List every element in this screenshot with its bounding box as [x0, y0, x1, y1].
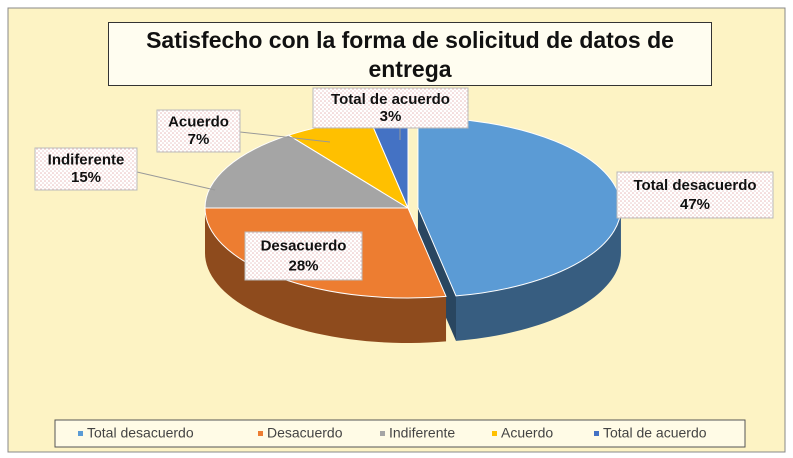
legend-label: Total de acuerdo	[603, 425, 707, 441]
legend-box	[54, 419, 746, 448]
legend-marker	[492, 431, 497, 436]
data-label-name: Indiferente	[48, 152, 125, 169]
legend-marker	[380, 431, 385, 436]
data-label-box	[156, 109, 241, 153]
legend-label: Indiferente	[389, 425, 455, 441]
data-label-value: 47%	[680, 196, 710, 213]
data-label-name: Total de acuerdo	[331, 91, 450, 108]
legend-marker	[594, 431, 599, 436]
leader-line	[136, 171, 216, 191]
data-label-box	[34, 147, 138, 191]
slice	[204, 134, 410, 209]
data-label-box	[244, 231, 363, 281]
data-label-box	[616, 171, 774, 219]
legend-label: Desacuerdo	[267, 425, 343, 441]
legend-label: Acuerdo	[501, 425, 553, 441]
legend-marker	[258, 431, 263, 436]
data-label-name: Total desacuerdo	[633, 177, 756, 194]
leader-line	[239, 131, 331, 143]
data-label-name: Acuerdo	[168, 114, 229, 131]
data-label-value: 7%	[188, 131, 210, 148]
data-label-value: 3%	[380, 108, 402, 125]
legend-label: Total desacuerdo	[87, 425, 194, 441]
slice-side	[455, 207, 621, 341]
data-label-value: 28%	[288, 258, 318, 275]
data-label-box	[312, 87, 469, 129]
data-label-name: Desacuerdo	[261, 237, 347, 254]
slice-side	[205, 208, 447, 343]
chart-title: Satisfecho con la forma de solicitud de …	[108, 22, 712, 86]
data-label-value: 15%	[71, 169, 101, 186]
legend-marker	[78, 431, 83, 436]
